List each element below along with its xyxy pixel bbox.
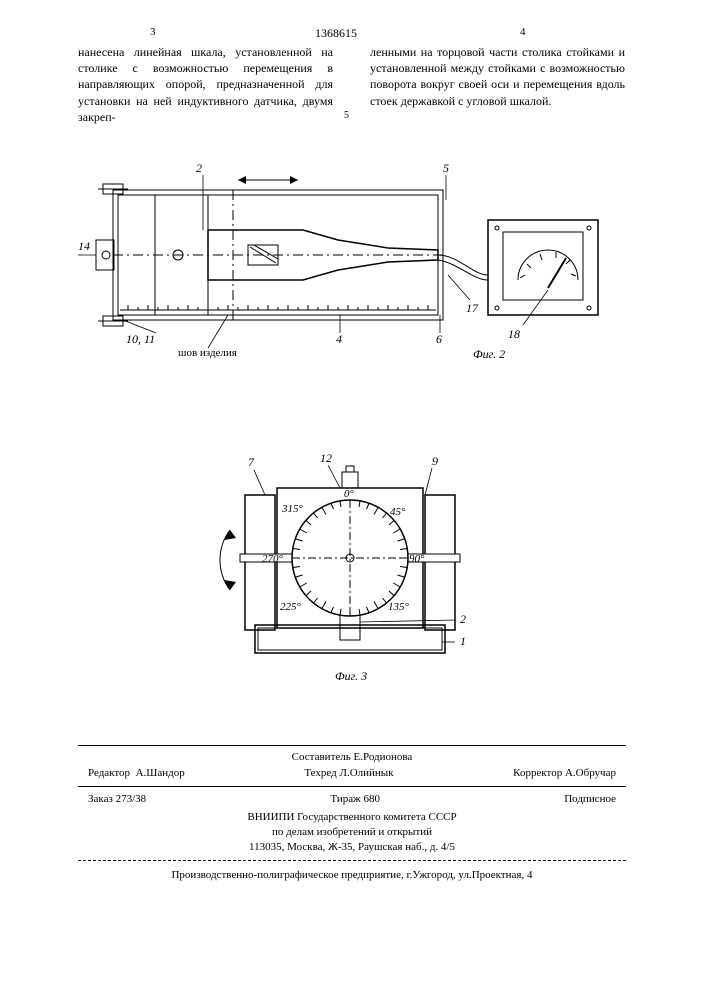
corrector-label: Корректор [513,767,562,779]
order-num: 273/38 [116,793,147,805]
compiler-name: Е.Родионова [354,751,413,763]
line-number-5: 5 [344,110,349,121]
callout-6: 6 [436,332,442,346]
page-num-right: 4 [520,26,526,38]
footer-editor-row: Редактор А.Шандор Техред Л.Олийнык Корре… [78,766,626,781]
fig2-caption: Фиг. 2 [473,347,505,361]
tirazh-num: 680 [363,793,380,805]
dial-90: 90° [409,553,425,565]
callout-4: 4 [336,332,342,346]
figure-2: 2 5 14 10, 11 4 6 17 18 шов изделия Фиг.… [78,160,638,370]
column-right-text: ленными на торцовой части столика стойка… [370,44,625,109]
page-num-left: 3 [150,26,156,38]
subscription: Подписное [564,792,616,807]
teched-label: Техред [304,767,336,779]
callout-5: 5 [443,161,449,175]
dial-45: 45° [390,506,406,518]
footer-order-row: Заказ 273/38 Тираж 680 Подписное [78,792,626,807]
dial-270: 270° [262,553,284,565]
callout-10-11: 10, 11 [126,332,155,346]
footer-printer: Производственно-полиграфическое предприя… [78,868,626,883]
dial-225: 225° [280,601,302,613]
corrector-name: А.Обручар [565,767,616,779]
callout-1: 1 [460,634,466,648]
fig3-caption: Фиг. 3 [335,669,367,683]
tirazh-label: Тираж [330,793,360,805]
seam-label: шов изделия [178,347,237,359]
callout-2b: 2 [460,612,466,626]
footer-org1: ВНИИПИ Государственного комитета СССР [78,810,626,825]
compiler-label: Составитель [292,751,351,763]
callout-9: 9 [432,454,438,468]
footer-address: 113035, Москва, Ж-35, Раушская наб., д. … [78,840,626,855]
dial-0: 0° [344,488,355,500]
editor-name: А.Шандор [136,767,185,779]
figure-3: 0° 45° 90° 135° 225° 270° 315° 7 12 9 2 … [210,450,490,700]
callout-18: 18 [508,327,520,341]
dial-135: 135° [388,601,410,613]
teched-name: Л.Олийнык [339,767,393,779]
callout-17: 17 [466,301,479,315]
publication-number: 1368615 [315,26,357,41]
footer-org2: по делам изобретений и открытий [78,825,626,840]
callout-2: 2 [196,161,202,175]
callout-7: 7 [248,455,255,469]
callout-12: 12 [320,451,332,465]
editor-label: Редактор [88,767,130,779]
column-left-text: нанесена линейная шкала, установленной н… [78,44,333,125]
callout-14: 14 [78,239,90,253]
order-label: Заказ [88,793,113,805]
dial-315: 315° [281,503,304,515]
footer-compiler-row: Составитель Е.Родионова [78,750,626,765]
